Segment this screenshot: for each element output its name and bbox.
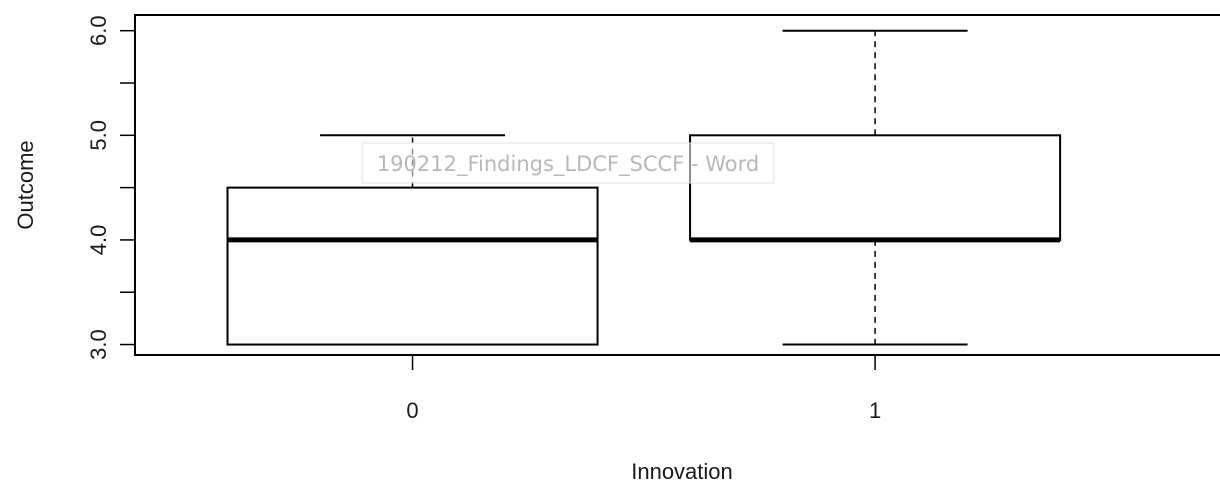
plot-area: [134, 14, 1220, 356]
y-axis-title: Outcome: [13, 140, 38, 229]
box-iqr: [226, 186, 599, 346]
boxes-layer: [226, 29, 1062, 346]
overlay-frame: [361, 142, 775, 184]
y-tick-label: 6.0: [86, 15, 111, 46]
y-tick-label: 5.0: [86, 120, 111, 151]
box-group-1: [689, 29, 1062, 346]
x-axis-title: Innovation: [631, 459, 733, 484]
overlay-window-title: 190212_Findings_LDCF_SCCF - Word: [377, 152, 759, 177]
x-tick-label: 0: [406, 398, 418, 423]
box-iqr: [689, 134, 1062, 241]
y-tick-label: 4.0: [86, 225, 111, 256]
window-title-overlay: 190212_Findings_LDCF_SCCF - Word: [361, 142, 775, 184]
x-tick-label: 1: [869, 398, 881, 423]
y-tick-label: 3.0: [86, 329, 111, 360]
box-group-0: [226, 134, 599, 346]
axes-layer: 3.0 4.0 5.0 6.0 0 1: [86, 15, 881, 423]
plot-frame: [134, 14, 1220, 356]
